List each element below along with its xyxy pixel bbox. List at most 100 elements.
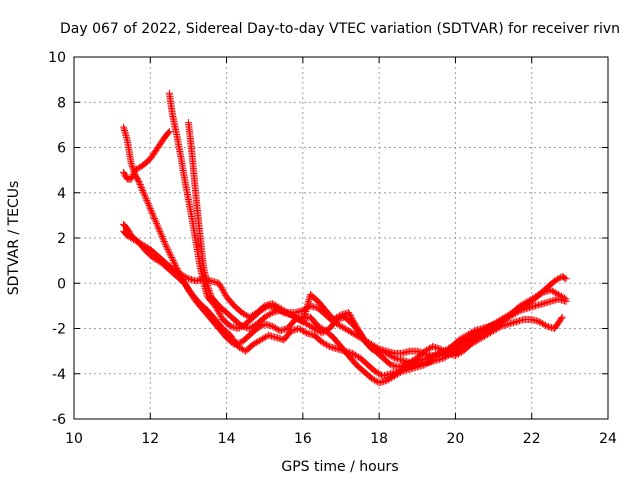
data-point <box>300 327 308 335</box>
data-point <box>217 282 225 290</box>
data-point <box>149 211 157 219</box>
data-point <box>386 351 394 359</box>
data-point <box>136 239 144 247</box>
data-point <box>153 221 161 229</box>
data-point <box>251 339 259 347</box>
data-point <box>129 166 137 174</box>
data-point <box>496 323 504 331</box>
data-point <box>155 224 163 232</box>
data-point <box>350 318 358 326</box>
data-point <box>205 285 213 293</box>
series-arc-d <box>120 227 570 360</box>
data-point <box>154 223 162 231</box>
data-point <box>167 252 175 260</box>
data-point <box>142 243 150 251</box>
data-point <box>206 288 214 296</box>
data-point <box>255 337 263 345</box>
data-point <box>493 325 501 333</box>
x-tick-label: 24 <box>599 431 617 447</box>
data-point <box>234 343 242 351</box>
x-tick-label: 12 <box>141 431 159 447</box>
data-point <box>383 377 391 385</box>
data-point <box>128 163 136 171</box>
data-point <box>337 322 345 330</box>
data-point <box>435 350 443 358</box>
y-tick-label: 10 <box>48 50 66 66</box>
x-tick-label: 18 <box>370 431 388 447</box>
data-point <box>183 274 191 282</box>
data-point <box>491 326 499 334</box>
data-point <box>148 208 156 216</box>
data-point <box>458 334 466 342</box>
data-point <box>351 321 359 329</box>
data-point <box>476 335 484 343</box>
data-point <box>494 324 502 332</box>
data-point <box>134 238 142 246</box>
data-point <box>339 323 347 331</box>
data-point <box>168 255 176 263</box>
data-point <box>507 312 515 320</box>
data-point <box>172 267 180 275</box>
data-point <box>161 239 169 247</box>
data-point <box>479 333 487 341</box>
data-point <box>343 326 351 334</box>
data-point <box>170 258 178 266</box>
data-point <box>469 328 477 336</box>
data-point <box>128 161 136 169</box>
data-point <box>157 231 165 239</box>
data-point <box>168 253 176 261</box>
data-point <box>557 315 565 323</box>
data-point <box>548 287 556 295</box>
data-point <box>562 275 570 283</box>
data-point <box>335 312 343 320</box>
data-point <box>357 331 365 339</box>
data-point <box>434 351 442 359</box>
data-point <box>139 188 147 196</box>
data-point <box>356 330 364 338</box>
data-point <box>499 316 507 324</box>
data-point <box>162 241 170 249</box>
data-point <box>324 342 332 350</box>
data-point <box>204 283 212 291</box>
data-point <box>456 349 464 357</box>
data-point <box>295 325 303 332</box>
x-tick-label: 14 <box>218 431 236 447</box>
data-point <box>525 299 533 307</box>
data-point <box>290 312 298 320</box>
data-point <box>151 216 159 224</box>
data-point <box>171 261 179 269</box>
data-point <box>257 306 265 314</box>
data-point <box>156 228 164 236</box>
data-point <box>125 233 133 241</box>
data-point <box>141 193 149 201</box>
data-point <box>346 312 354 320</box>
data-point <box>498 317 506 325</box>
data-point <box>467 340 475 348</box>
data-point <box>158 233 166 241</box>
data-point <box>165 247 173 255</box>
data-point <box>558 313 566 321</box>
data-point <box>355 327 363 335</box>
data-point <box>298 326 306 334</box>
x-tick-label: 10 <box>65 431 83 447</box>
data-point <box>206 290 214 298</box>
data-point <box>293 314 301 322</box>
data-point <box>334 313 342 321</box>
data-point <box>561 274 569 282</box>
data-point <box>345 327 353 335</box>
data-point <box>354 325 362 333</box>
data-point <box>387 374 395 382</box>
data-point <box>523 300 531 308</box>
data-point <box>376 370 384 378</box>
data-point <box>340 324 348 332</box>
y-tick-label: -4 <box>52 367 66 383</box>
data-point <box>410 356 418 364</box>
x-tick-label: 16 <box>294 431 312 447</box>
data-point <box>350 350 358 358</box>
data-point <box>157 229 165 237</box>
data-point <box>432 352 440 360</box>
data-point <box>424 345 432 353</box>
data-point <box>261 313 269 321</box>
data-point <box>123 232 131 240</box>
data-point <box>335 321 343 329</box>
